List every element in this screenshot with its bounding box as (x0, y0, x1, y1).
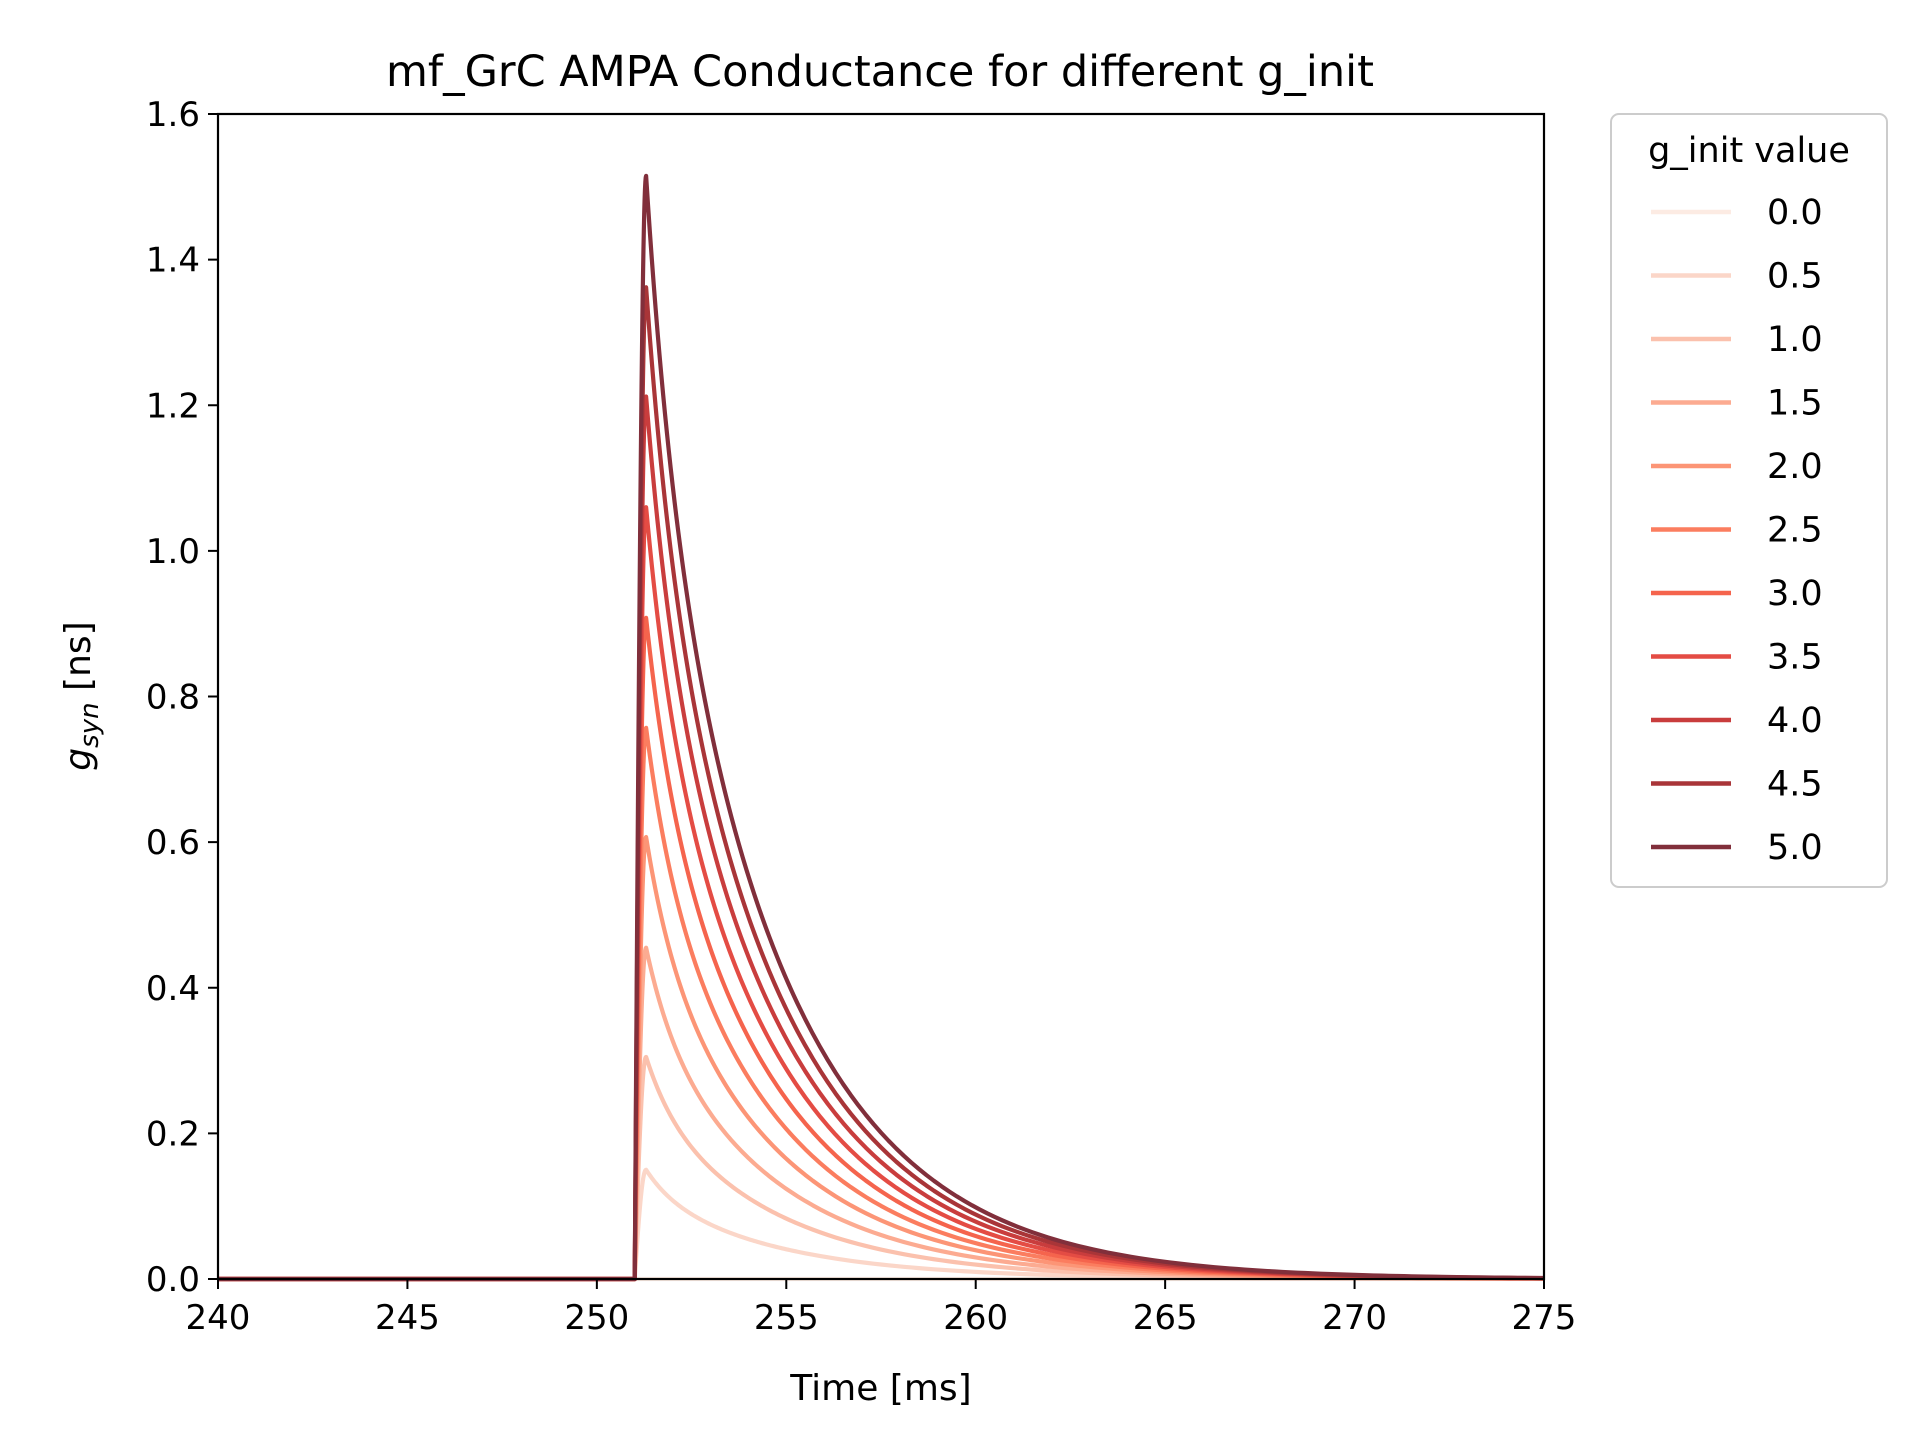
y-tick-label: 1.2 (146, 386, 200, 426)
plot-lines (218, 173, 1545, 1282)
legend-label: 1.0 (1767, 320, 1823, 360)
x-tick-label: 250 (564, 1298, 629, 1338)
series-line-2-5 (218, 725, 1545, 1282)
legend-label: 1.5 (1767, 384, 1823, 424)
x-tick-label: 270 (1322, 1298, 1387, 1338)
x-axis: 240 245 250 255 260 265 270 275 (186, 1279, 1577, 1338)
x-tick-label: 265 (1133, 1298, 1198, 1338)
x-tick-label: 275 (1512, 1298, 1577, 1338)
x-tick-label: 260 (943, 1298, 1008, 1338)
y-tick-label: 0.0 (146, 1260, 200, 1300)
legend-items: 0.0 0.5 1.0 1.5 2.0 2.5 3.0 3.5 4.0 4.5 5.0 (1651, 193, 1823, 868)
plot-frame (216, 112, 1546, 1281)
y-tick-label: 1.4 (146, 241, 200, 281)
series-line-1-0 (218, 1054, 1544, 1282)
y-axis: 0.0 0.2 0.4 0.6 0.8 1.0 1.2 1.4 1.6 (146, 95, 218, 1300)
legend-label: 2.0 (1767, 447, 1823, 487)
y-tick-label: 0.6 (146, 823, 200, 863)
series-line-5-0 (218, 173, 1545, 1282)
legend-label: 3.5 (1767, 638, 1823, 678)
y-axis-title: gsyn [ns] (58, 621, 105, 770)
legend-box (1610, 113, 1888, 888)
y-axis-title-subscript: syn (75, 702, 105, 747)
series-line-2-0 (218, 834, 1545, 1282)
y-tick-label: 0.2 (146, 1114, 200, 1154)
y-axis-title-symbol: g (58, 748, 99, 771)
legend-label: 4.0 (1767, 701, 1823, 741)
x-axis-title: Time [ms] (789, 1368, 971, 1409)
series-line-1-5 (218, 945, 1544, 1282)
x-tick-label: 245 (375, 1298, 440, 1338)
x-tick-label: 255 (754, 1298, 819, 1338)
series-line-3-0 (218, 615, 1545, 1282)
legend-label: 4.5 (1767, 765, 1823, 805)
legend-title: g_init value (1648, 131, 1850, 171)
y-axis-title-unit: [ns] (58, 621, 99, 702)
legend-label: 5.0 (1767, 828, 1823, 868)
y-tick-label: 0.8 (146, 678, 200, 718)
y-tick-label: 0.4 (146, 969, 200, 1009)
legend: g_init value 0.0 0.5 1.0 1.5 2.0 2.5 3.0 3.5 4.0… (1610, 113, 1888, 888)
y-tick-label: 1.6 (146, 95, 200, 135)
legend-label: 3.0 (1767, 574, 1823, 614)
legend-label: 2.5 (1767, 511, 1823, 551)
legend-label: 0.5 (1767, 257, 1823, 297)
legend-label: 0.0 (1767, 193, 1823, 233)
y-tick-label: 1.0 (146, 532, 200, 572)
chart-title: mf_GrC AMPA Conductance for different g_… (386, 47, 1374, 97)
series-line-0-5 (218, 1167, 1544, 1282)
x-tick-label: 240 (186, 1298, 251, 1338)
